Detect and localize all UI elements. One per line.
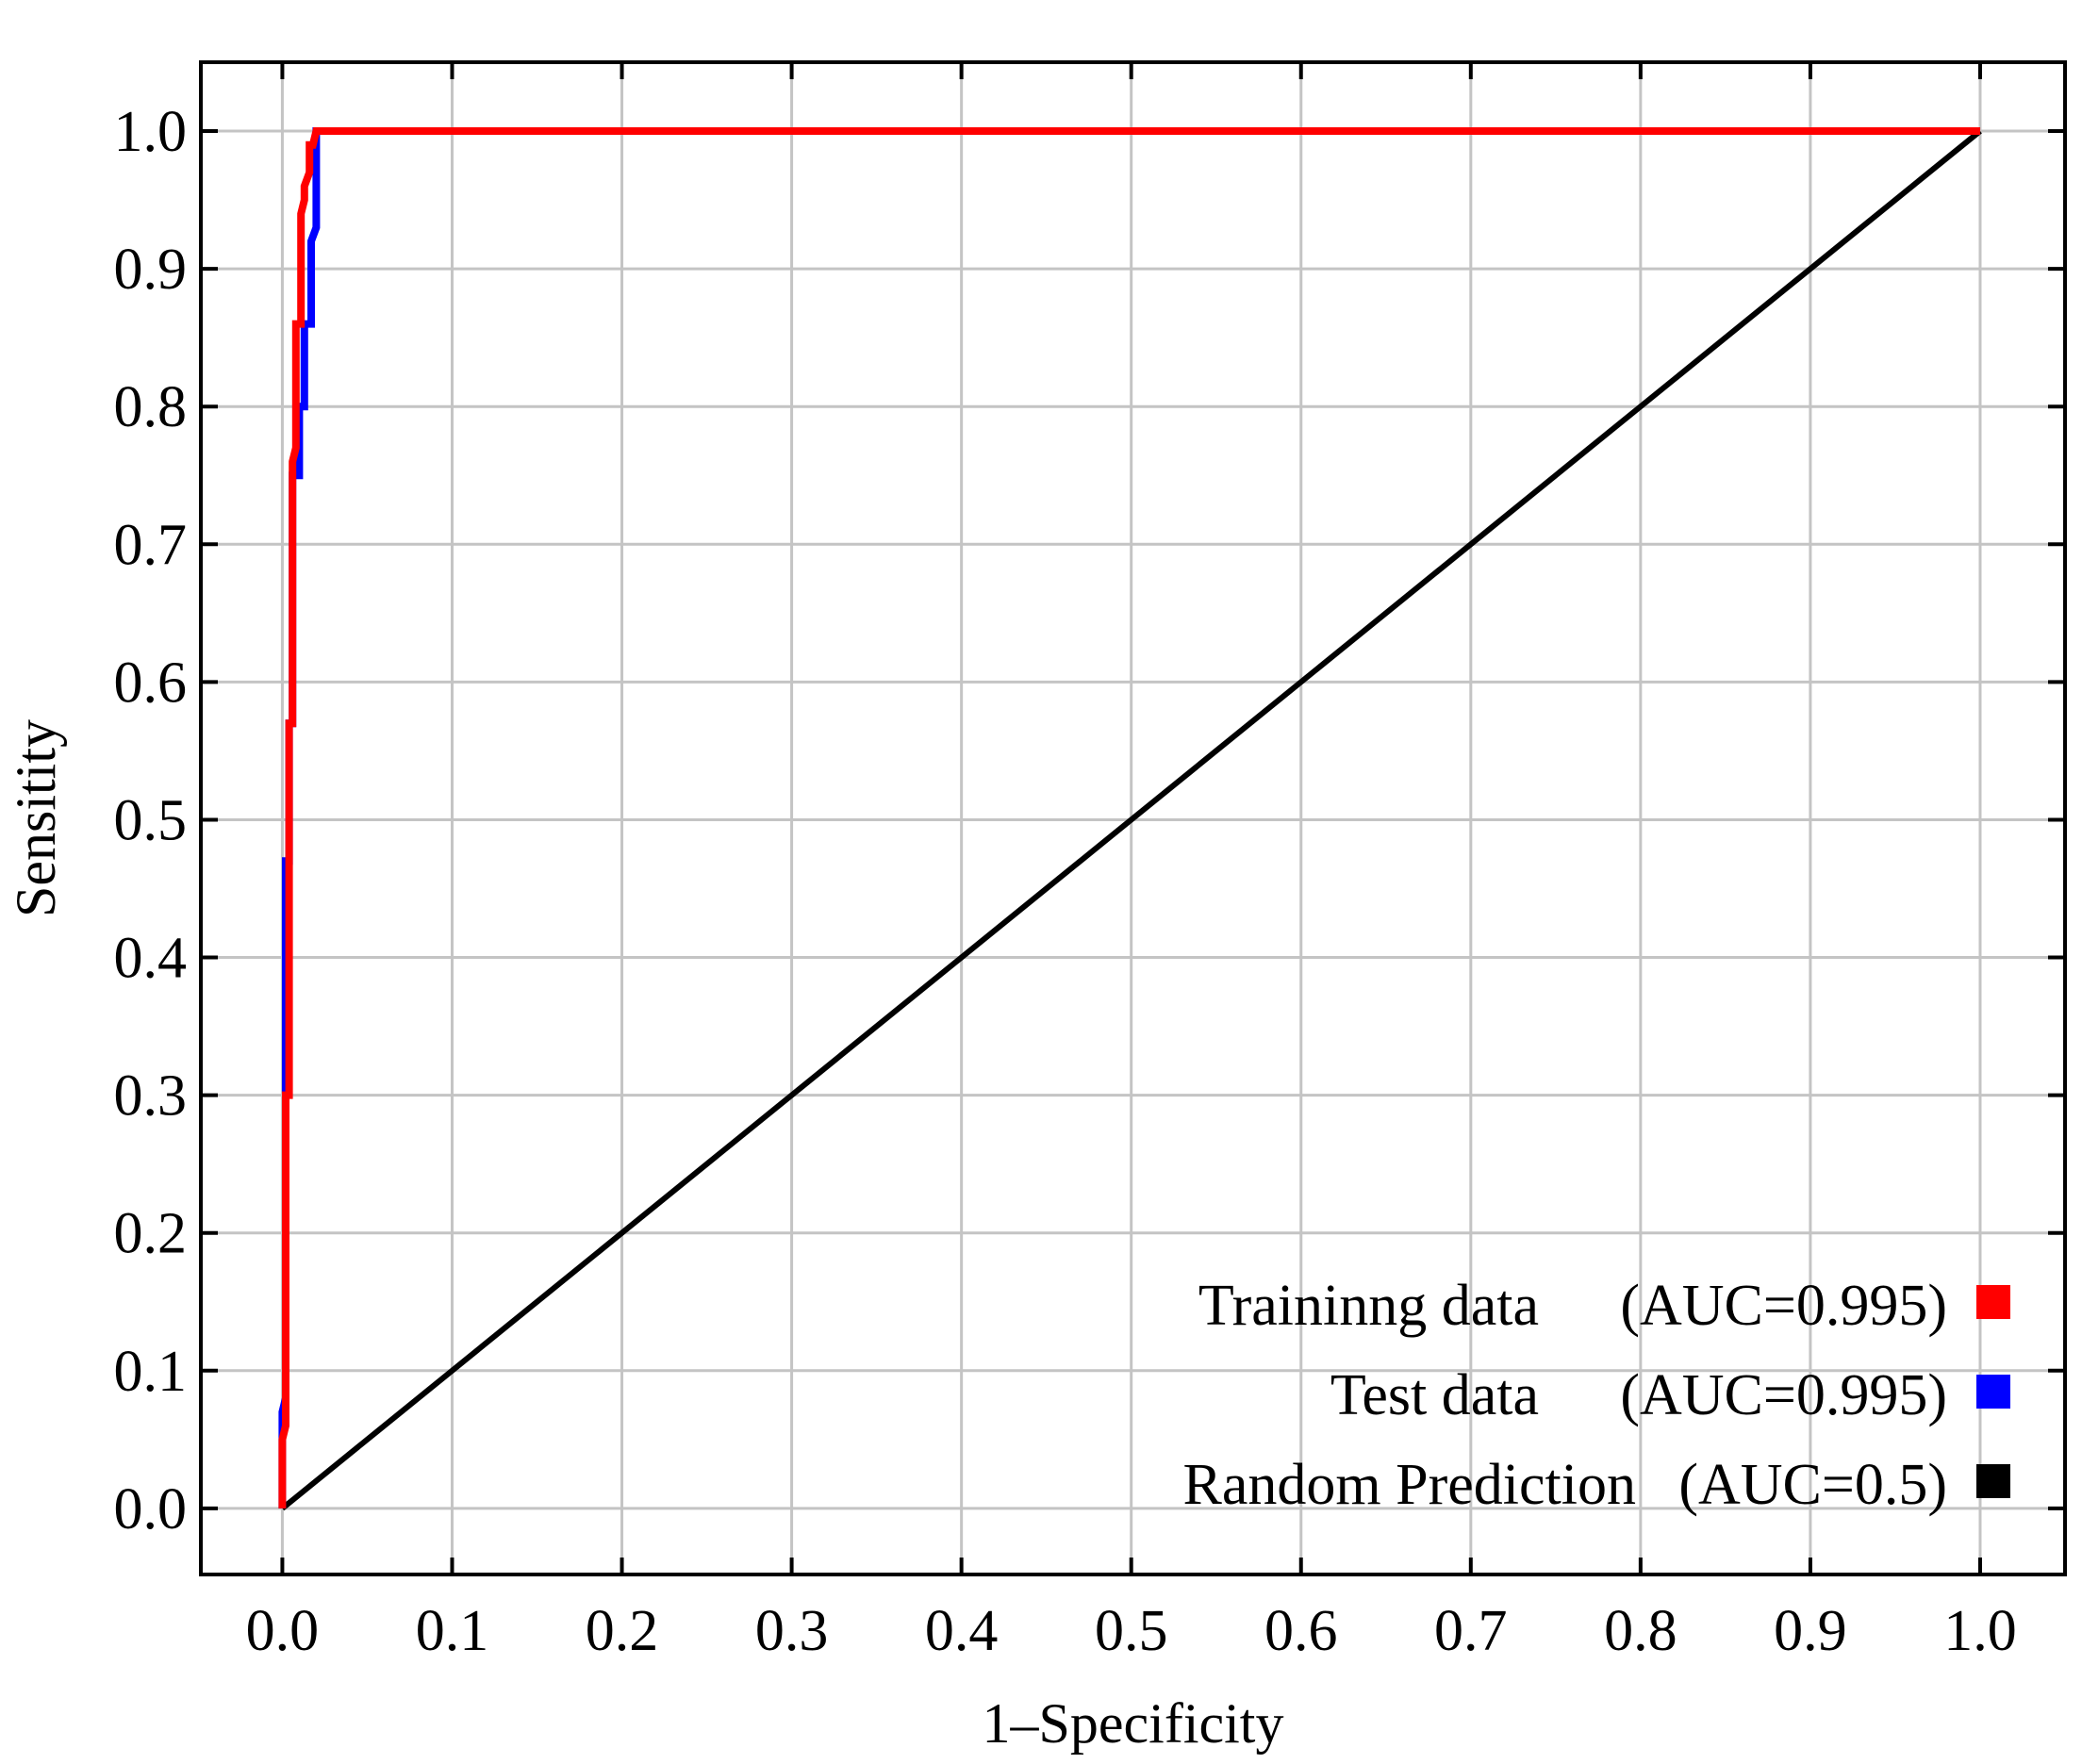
y-tick-label: 0.1: [114, 1340, 188, 1404]
plot-frame: [199, 60, 2067, 1576]
legend-label-test: Test data: [1330, 1363, 1539, 1427]
x-tick-label: 0.4: [925, 1599, 999, 1663]
y-tick-label: 0.7: [114, 513, 188, 577]
x-tick-label: 0.7: [1434, 1599, 1508, 1663]
x-tick-label: 0.3: [755, 1599, 829, 1663]
y-tick-label: 0.3: [114, 1064, 188, 1129]
x-tick-label: 0.5: [1095, 1599, 1168, 1663]
y-tick-label: 0.5: [114, 788, 188, 852]
legend-auc-random: (AUC=0.5): [1678, 1453, 1947, 1517]
x-tick-label: 0.0: [246, 1599, 320, 1663]
y-tick-labels: 0.0 0.1 0.2 0.3 0.4 0.5 0.6 0.7 0.8 0.9 1.0: [114, 100, 188, 1541]
training-data-line: [278, 127, 1980, 1508]
series-lines: [278, 127, 1982, 1511]
x-tick-label: 0.1: [416, 1599, 489, 1663]
legend-auc-test: (AUC=0.995): [1620, 1363, 1947, 1427]
x-axis-title: 1–Specificity: [983, 1692, 1284, 1755]
y-tick-label: 0.6: [114, 651, 188, 715]
legend-swatch-random: [1976, 1464, 2010, 1498]
legend-auc-training: (AUC=0.995): [1620, 1274, 1947, 1338]
x-tick-labels: 0.0 0.1 0.2 0.3 0.4 0.5 0.6 0.7 0.8 0.9 1.0: [246, 1599, 2017, 1663]
axis-ticks: [201, 62, 2065, 1574]
x-tick-label: 0.6: [1264, 1599, 1338, 1663]
y-tick-label: 1.0: [114, 100, 188, 164]
y-axis-title: Sensitity: [5, 719, 67, 917]
legend: Traininng data (AUC=0.995) Test data (AU…: [1183, 1274, 2010, 1517]
legend-swatch-test: [1976, 1375, 2010, 1409]
y-tick-label: 0.2: [114, 1202, 188, 1266]
x-tick-label: 1.0: [1943, 1599, 2017, 1663]
y-tick-label: 0.4: [114, 927, 188, 991]
random-prediction-line: [280, 128, 1982, 1511]
x-tick-label: 0.2: [586, 1599, 659, 1663]
y-tick-label: 0.9: [114, 238, 188, 302]
y-tick-label: 0.0: [114, 1477, 188, 1541]
x-tick-label: 0.9: [1774, 1599, 1847, 1663]
legend-label-random: Random Prediction: [1183, 1453, 1636, 1517]
x-tick-label: 0.8: [1604, 1599, 1677, 1663]
legend-swatch-training: [1976, 1285, 2010, 1319]
y-tick-label: 0.8: [114, 375, 188, 439]
legend-label-training: Traininng data: [1198, 1274, 1539, 1338]
